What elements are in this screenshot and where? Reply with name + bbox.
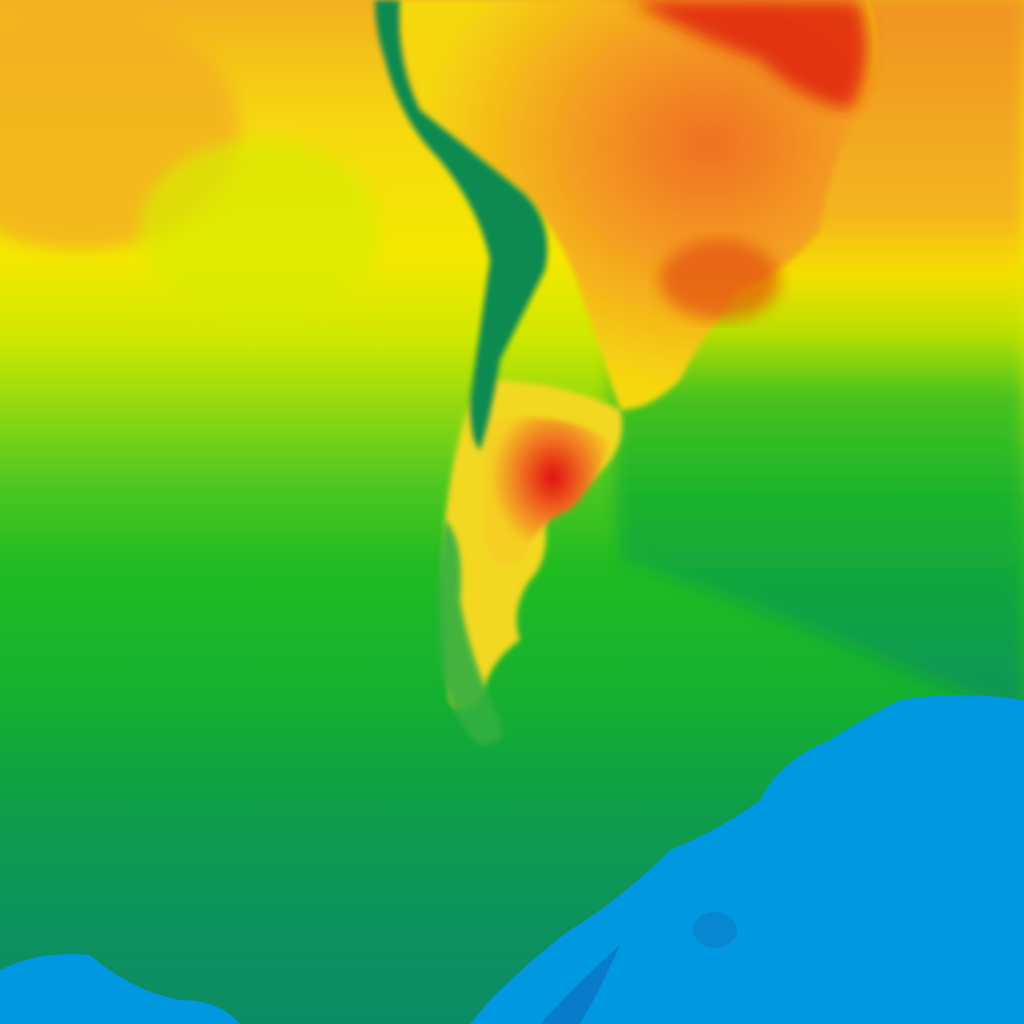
brazil-south-hot [660,240,780,320]
pacific-cool-patch [140,140,380,320]
antarctica-west [0,954,240,1024]
pampa-hot-region [483,417,610,567]
brazil-region [395,0,878,410]
ice-shelf-patch [693,912,737,948]
brazil-hot-region [630,0,868,110]
antarctica-east [470,695,1024,1024]
andes-highland [375,0,548,450]
antarctic-peninsula-detail [540,945,620,1024]
patagonia-andes [438,520,503,745]
